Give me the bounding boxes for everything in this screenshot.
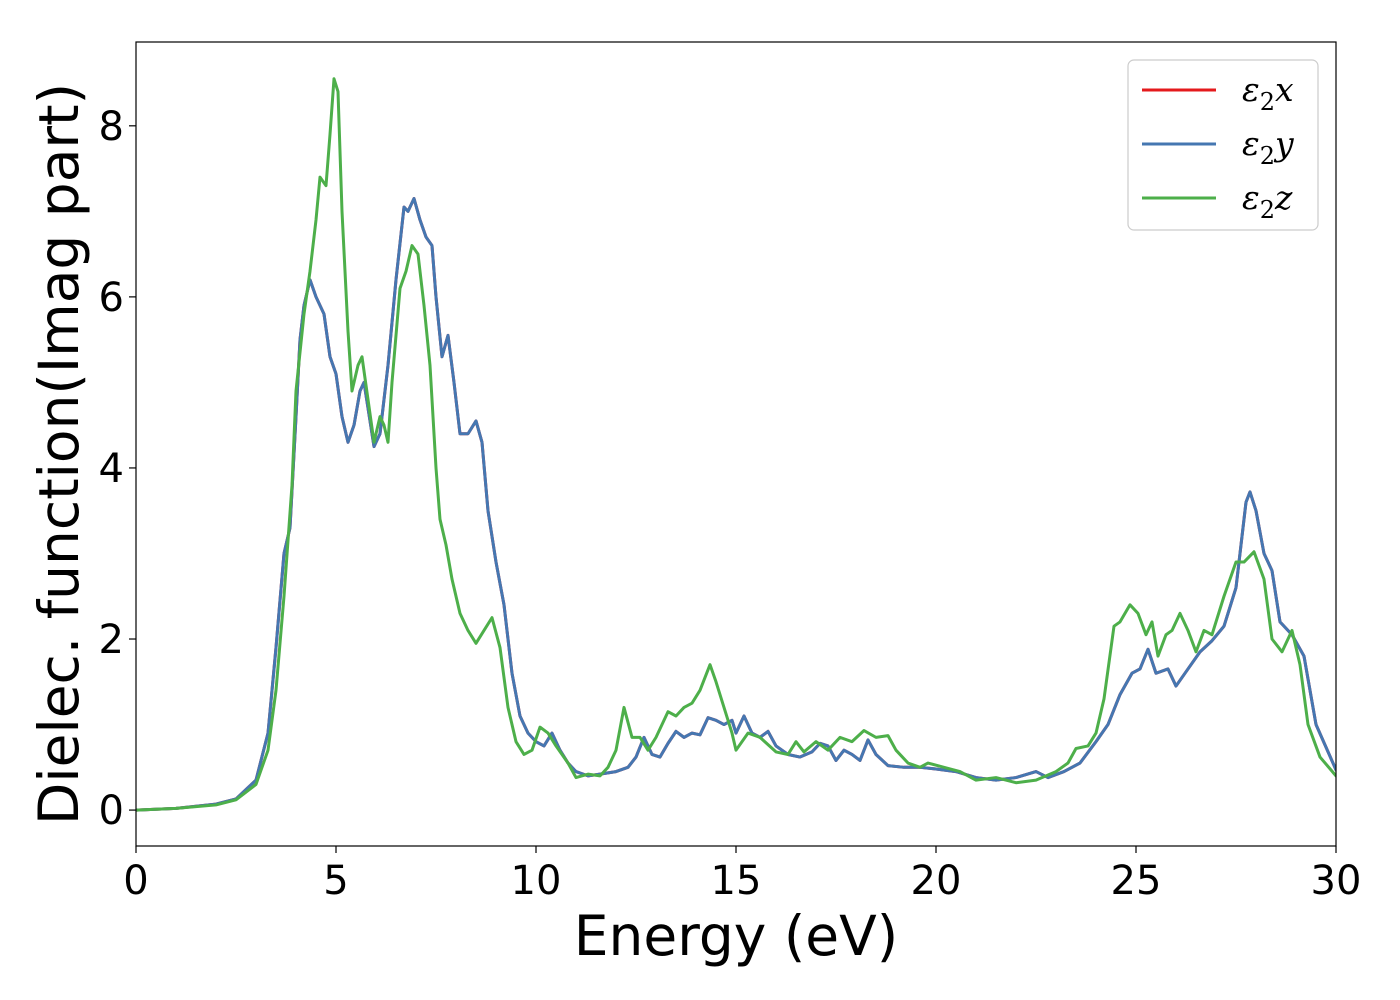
- legend-label-var: y: [1273, 124, 1294, 163]
- legend-label-z: ε2z: [1242, 178, 1293, 224]
- x-tick-label: 10: [511, 858, 562, 904]
- y-tick-label: 6: [99, 275, 124, 321]
- legend-label-main: ε: [1242, 124, 1260, 163]
- x-tick-label: 20: [911, 858, 962, 904]
- x-tick-label: 0: [123, 858, 148, 904]
- y-tick-label: 8: [99, 104, 124, 150]
- y-axis-label: Dielec. function(Imag part): [27, 83, 91, 825]
- y-axis-ticks: 0 2 4 6 8: [99, 104, 136, 834]
- x-tick-label: 30: [1311, 858, 1362, 904]
- x-axis-ticks: 0 5 10 15 20 25 30: [123, 846, 1361, 904]
- plot-area: [136, 77, 1336, 812]
- y-tick-label: 4: [99, 446, 124, 492]
- series-line-z: [136, 77, 1336, 812]
- legend-label-subscript: 2: [1260, 196, 1275, 224]
- series-line-y: [136, 197, 1336, 812]
- axes-frame: [135, 41, 1337, 847]
- y-tick-label: 0: [99, 788, 124, 834]
- series-line-x: [136, 197, 1336, 812]
- legend-label-main: ε: [1242, 178, 1260, 217]
- legend-label-y: ε2y: [1242, 124, 1294, 170]
- legend-box: [1127, 59, 1319, 231]
- legend-label-var: x: [1275, 70, 1294, 109]
- legend-label-main: ε: [1242, 70, 1260, 109]
- y-tick-label: 2: [99, 617, 124, 663]
- x-tick-label: 25: [1111, 858, 1162, 904]
- x-tick-label: 15: [711, 858, 762, 904]
- legend-label-x: ε2x: [1242, 70, 1294, 116]
- legend-label-var: z: [1274, 178, 1293, 217]
- x-axis-label: Energy (eV): [574, 904, 898, 968]
- legend-label-subscript: 2: [1260, 88, 1275, 116]
- x-tick-label: 5: [323, 858, 348, 904]
- legend-label-subscript: 2: [1260, 142, 1275, 170]
